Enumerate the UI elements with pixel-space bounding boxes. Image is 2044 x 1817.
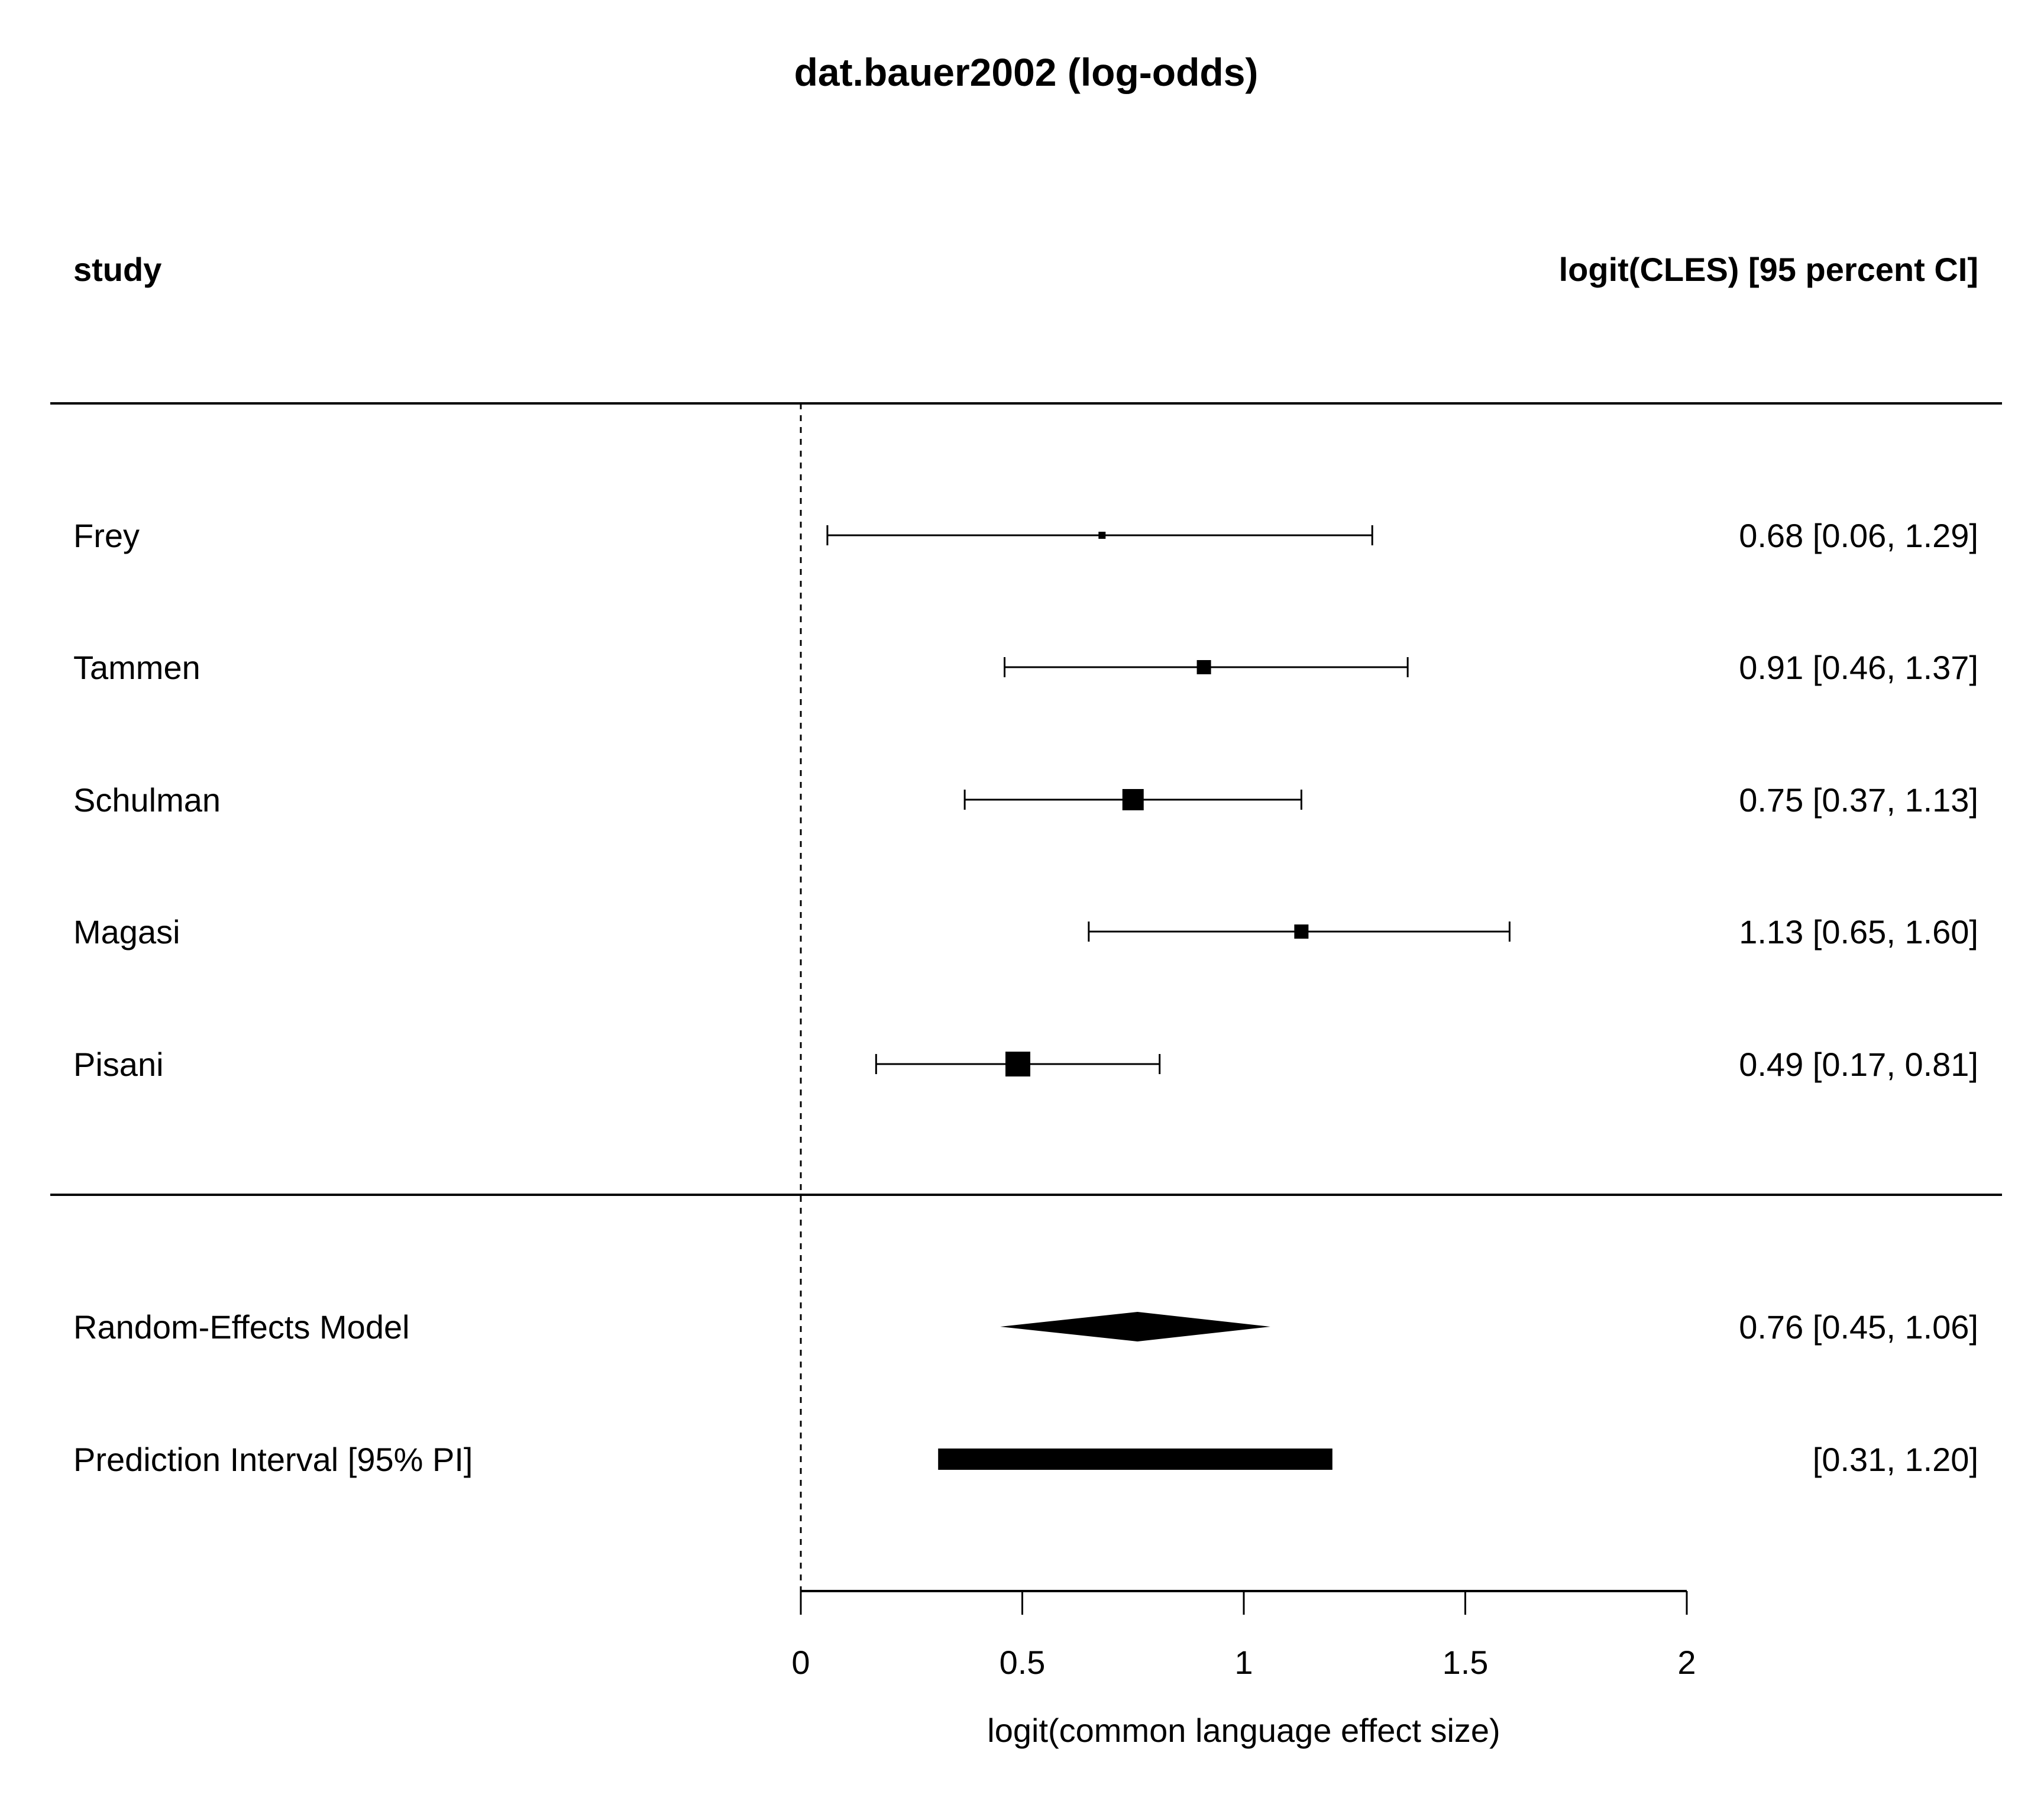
x-tick-label: 2 bbox=[1677, 1644, 1696, 1681]
study-name: Tammen bbox=[73, 649, 200, 686]
study-column-header: study bbox=[73, 251, 161, 288]
point-estimate-square bbox=[1294, 924, 1309, 939]
x-axis-label: logit(common language effect size) bbox=[987, 1712, 1500, 1749]
point-estimate-square bbox=[1098, 532, 1106, 539]
study-row: Pisani 0.49 [0.17, 0.81] bbox=[73, 1046, 1978, 1083]
estimate-label: 1.13 [0.65, 1.60] bbox=[1739, 913, 1978, 950]
prediction-interval-label: [0.31, 1.20] bbox=[1813, 1441, 1978, 1478]
study-name: Pisani bbox=[73, 1046, 164, 1083]
x-tick-label: 1 bbox=[1234, 1644, 1253, 1681]
study-rows: Frey 0.68 [0.06, 1.29] Tammen 0.91 [0.46, 1… bbox=[73, 517, 1978, 1083]
estimate-column-header: logit(CLES) [95 percent CI] bbox=[1559, 251, 1978, 288]
x-tick-label: 0.5 bbox=[1000, 1644, 1046, 1681]
summary-name: Random-Effects Model bbox=[73, 1308, 410, 1346]
study-row: Schulman 0.75 [0.37, 1.13] bbox=[73, 781, 1978, 819]
point-estimate-square bbox=[1005, 1052, 1031, 1076]
study-row: Frey 0.68 [0.06, 1.29] bbox=[73, 517, 1978, 554]
summary-rows: Random-Effects Model 0.76 [0.45, 1.06] Pre… bbox=[73, 1308, 1978, 1478]
estimate-label: 0.68 [0.06, 1.29] bbox=[1739, 517, 1978, 554]
x-axis: 0 0.5 1 1.5 2 bbox=[791, 1590, 1696, 1681]
prediction-interval-bar bbox=[938, 1449, 1333, 1470]
study-name: Frey bbox=[73, 517, 140, 554]
estimate-label: 0.91 [0.46, 1.37] bbox=[1739, 649, 1978, 686]
estimate-label: 0.49 [0.17, 0.81] bbox=[1739, 1046, 1978, 1083]
study-row: Tammen 0.91 [0.46, 1.37] bbox=[73, 649, 1978, 686]
chart-title: dat.bauer2002 (log-odds) bbox=[794, 50, 1259, 94]
x-tick-label: 0 bbox=[791, 1644, 810, 1681]
summary-diamond bbox=[1000, 1312, 1270, 1341]
prediction-interval-name: Prediction Interval [95% PI] bbox=[73, 1441, 473, 1478]
study-name: Schulman bbox=[73, 781, 221, 819]
estimate-label: 0.75 [0.37, 1.13] bbox=[1739, 781, 1978, 819]
study-name: Magasi bbox=[73, 913, 180, 950]
x-tick-label: 1.5 bbox=[1443, 1644, 1489, 1681]
point-estimate-square bbox=[1122, 789, 1144, 810]
point-estimate-square bbox=[1196, 660, 1211, 674]
summary-label: 0.76 [0.45, 1.06] bbox=[1739, 1308, 1978, 1346]
study-row: Magasi 1.13 [0.65, 1.60] bbox=[73, 913, 1978, 950]
